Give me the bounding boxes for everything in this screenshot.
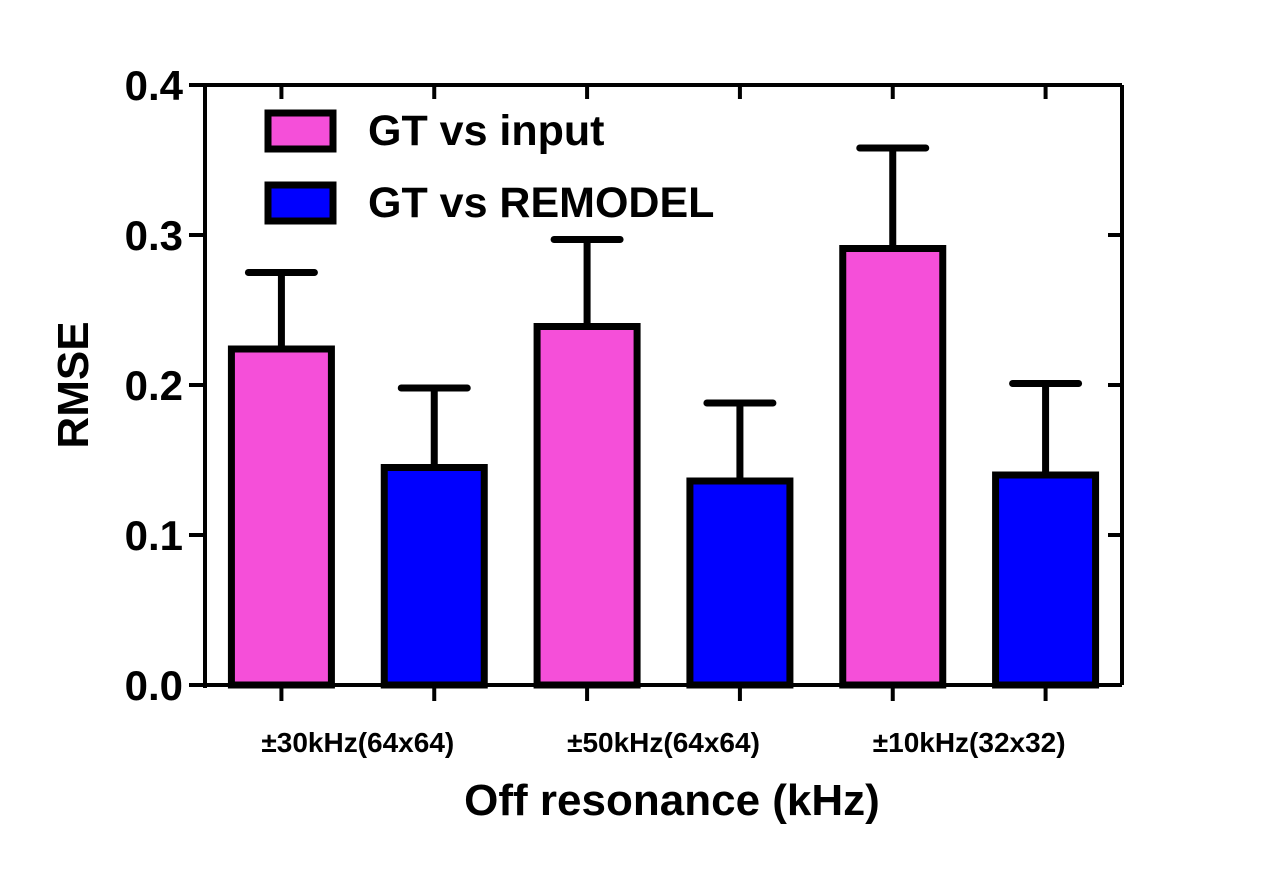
bar [533, 323, 641, 689]
bar [380, 464, 488, 689]
legend-swatch [264, 181, 337, 225]
bar [686, 477, 794, 689]
y-tick-labels: 0.0 0.1 0.2 0.3 0.4 [125, 62, 184, 709]
legend-swatch [264, 109, 337, 153]
x-tick-label: ±50kHz(64x64) [567, 727, 760, 758]
bar [992, 471, 1100, 689]
y-tick-label: 0.1 [125, 512, 183, 559]
y-tick-label: 0.4 [125, 62, 184, 109]
bar [839, 245, 947, 689]
y-tick-label: 0.3 [125, 212, 183, 259]
x-tick-label: ±30kHz(64x64) [261, 727, 454, 758]
y-tick-label: 0.2 [125, 362, 183, 409]
x-axis-label: Off resonance (kHz) [464, 776, 880, 825]
bars [227, 245, 1100, 689]
legend-label: GT vs REMODEL [368, 179, 714, 227]
x-tick-labels: ±30kHz(64x64) ±50kHz(64x64) ±10kHz(32x32) [261, 727, 1065, 758]
legend-label: GT vs input [368, 107, 605, 155]
legend: GT vs input GT vs REMODEL [264, 107, 714, 227]
error-bars [244, 144, 1083, 481]
bar [227, 345, 335, 689]
axes [189, 83, 1124, 701]
y-tick-label: 0.0 [125, 662, 183, 709]
y-axis-label: RMSE [49, 321, 98, 448]
x-tick-label: ±10kHz(32x32) [873, 727, 1066, 758]
